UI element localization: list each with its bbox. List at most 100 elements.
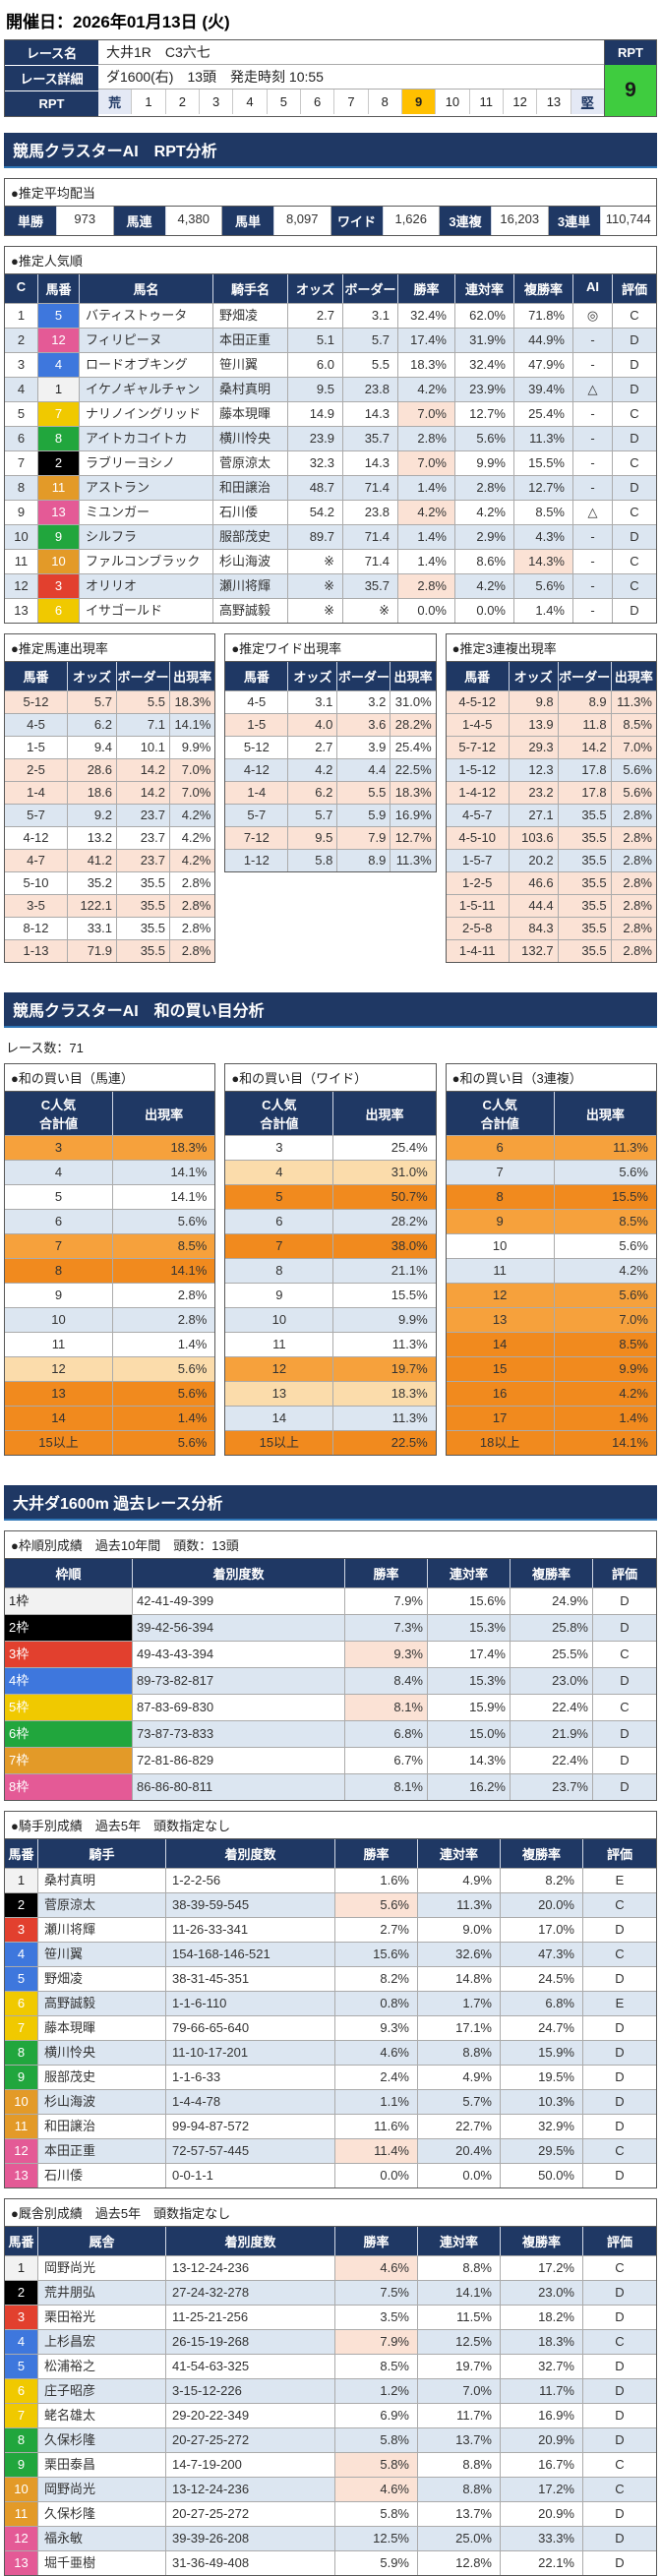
column-header: 連対率 (455, 274, 514, 303)
stable-stats-body: 1 岡野尚光 13-12-24-236 4.6% 8.8% 17.2% C 2 荒井朋弘 27-2… (5, 2255, 656, 2575)
rpt-scale-cell-6: 6 (301, 90, 335, 114)
occurrence-rate-cell: 50.7% (333, 1184, 436, 1209)
show-rate-cell: 22.4% (511, 1694, 593, 1720)
win-rate-cell: 4.6% (335, 2255, 418, 2280)
quinella-rate-cell: 2.9% (455, 524, 514, 549)
sum-bet-row: 13 5.6% (5, 1381, 215, 1406)
evaluation-cell: D (613, 475, 656, 500)
rank-sum-cell: 11 (446, 1258, 555, 1283)
horse-number-badge: 13 (5, 2163, 38, 2187)
occurrence-rate-cell: 14.1% (554, 1430, 656, 1455)
ai-mark-cell: - (573, 401, 613, 426)
quinella-rate-cell: 0.0% (418, 2163, 501, 2187)
section-title-sum-analysis: 競馬クラスターAI 和の買い目分析 (4, 992, 657, 1028)
value-cell: 8.9 (558, 690, 612, 713)
show-rate-cell: 18.3% (501, 2329, 583, 2354)
quinella-rate-cell: 4.2% (455, 573, 514, 598)
show-rate-cell: 14.3% (514, 549, 573, 573)
combination-cell: 1-5 (5, 736, 68, 758)
table-row: 11 和田譲治 99-94-87-572 11.6% 22.7% 32.9% D (5, 2114, 656, 2138)
rpt-scale-cell-13: 13 (537, 90, 571, 114)
show-rate-cell: 16.7% (501, 2452, 583, 2477)
record-cell: 20-27-25-272 (166, 2427, 335, 2452)
ai-mark-cell: - (573, 475, 613, 500)
table-row: 5 野畑凌 38-31-45-351 8.2% 14.8% 24.5% D (5, 1966, 656, 1991)
column-header: 連対率 (428, 1559, 511, 1588)
rpt-scale-cell-10: 10 (436, 90, 470, 114)
payout-type-label: ワイド (330, 207, 384, 235)
column-header: 着別度数 (133, 1559, 345, 1588)
occurrence-row: 1-5 9.4 10.1 9.9% (5, 736, 215, 758)
occurrence-rate-cell: 28.2% (333, 1209, 436, 1233)
jockey-name-cell: 杉山海波 (213, 549, 288, 573)
value-cell: 35.5 (558, 826, 612, 849)
occurrence-row: 1-4-5 13.9 11.8 8.5% (446, 713, 656, 736)
occurrence-row: 4-5-12 9.8 8.9 11.3% (446, 690, 656, 713)
rpt-scale-cell-荒[interactable]: 荒 (98, 90, 133, 114)
column-header: 複勝率 (501, 2227, 583, 2255)
ai-mark-cell: - (573, 598, 613, 623)
sum-bet-row: 11 4.2% (446, 1258, 656, 1283)
occurrence-rate-cell: 14.1% (113, 1258, 215, 1283)
quinella-rate-cell: 14.8% (418, 1966, 501, 1991)
value-cell: 3.2 (337, 690, 391, 713)
evaluation-cell: D (583, 2280, 656, 2305)
payout-value: 1,626 (384, 207, 440, 235)
value-cell: 2.8% (611, 894, 656, 917)
rank-sum-cell: 12 (225, 1356, 334, 1381)
horse-name-cell: シルフラ (80, 524, 213, 549)
column-header: 馬名 (80, 274, 213, 303)
show-rate-cell: 20.0% (501, 1892, 583, 1917)
win-rate-cell: 8.4% (345, 1667, 428, 1694)
column-header: 馬番 (5, 1839, 38, 1868)
jockey-name-cell: 高野誠毅 (38, 1991, 166, 2015)
record-cell: 0-0-1-1 (166, 2163, 335, 2187)
horse-number-badge: 6 (5, 2378, 38, 2403)
evaluation-cell: C (583, 2477, 656, 2501)
occurrence-row: 4-5-10 103.6 35.5 2.8% (446, 826, 656, 849)
rank-sum-cell: 12 (5, 1356, 113, 1381)
rpt-scale-cell-堅[interactable]: 堅 (571, 90, 604, 114)
combination-cell: 4-5-10 (446, 826, 510, 849)
jockey-name-cell: 藤本現暉 (213, 401, 288, 426)
win-rate-cell: 1.4% (398, 475, 455, 500)
payout-type-label: 馬単 (222, 207, 274, 235)
value-cell: 12.7% (391, 826, 436, 849)
evaluation-cell: D (583, 2550, 656, 2575)
rank-sum-cell: 14 (225, 1406, 334, 1430)
evaluation-cell: D (613, 426, 656, 450)
jockey-stats-body: 1 桑村真明 1-2-2-56 1.6% 4.9% 8.2% E 2 菅原涼太 38-39-59-… (5, 1868, 656, 2187)
bracket-stats-label: ●枠順別成績 過去10年間 頭数：13頭 (5, 1531, 656, 1559)
quinella-rate-cell: 0.0% (455, 598, 514, 623)
rank-sum-cell: 6 (446, 1135, 555, 1160)
column-header: C人気 合計値 (447, 1092, 555, 1135)
payout-value: 16,203 (492, 207, 549, 235)
horse-number-badge: 4 (38, 352, 80, 377)
win-rate-cell: 9.3% (335, 2015, 418, 2040)
occurrence-rate-cell: 8.5% (554, 1332, 656, 1356)
evaluation-cell: E (583, 1991, 656, 2015)
popularity-row: 12 3 オリリオ 瀬川将輝 ※ 35.7 2.8% 4.2% 5.6% - C (5, 573, 656, 598)
value-cell: 4.2 (288, 758, 338, 781)
evaluation-cell: D (593, 1720, 656, 1747)
value-cell: 35.5 (117, 917, 170, 939)
sum-bet-table-label: ●和の買い目（3連複） (446, 1064, 656, 1092)
evaluation-cell: D (593, 1773, 656, 1800)
stable-stats-header: 馬番 厩舎 着別度数 勝率 連対率 複勝率 評価 (5, 2227, 656, 2255)
rank-sum-cell: 13 (5, 1381, 113, 1406)
horse-number-badge: 7 (38, 401, 80, 426)
occurrence-rate-cell: 8.5% (554, 1209, 656, 1233)
sum-bet-row: 8 15.5% (446, 1184, 656, 1209)
rank-cell: 12 (5, 573, 38, 598)
win-rate-cell: 0.8% (335, 1991, 418, 2015)
rpt-scale-cell-2: 2 (166, 90, 200, 114)
payout-type-label: 3連単 (548, 207, 601, 235)
value-cell: 5.7 (288, 804, 338, 826)
record-cell: 87-83-69-830 (133, 1694, 345, 1720)
record-cell: 72-81-86-829 (133, 1747, 345, 1773)
horse-number-badge: 6 (38, 598, 80, 623)
stable-name-cell: 栗田泰昌 (38, 2452, 166, 2477)
record-cell: 13-12-24-236 (166, 2255, 335, 2280)
occurrence-row: 7-12 9.5 7.9 12.7% (225, 826, 436, 849)
column-header: 出現率 (145, 1107, 184, 1122)
